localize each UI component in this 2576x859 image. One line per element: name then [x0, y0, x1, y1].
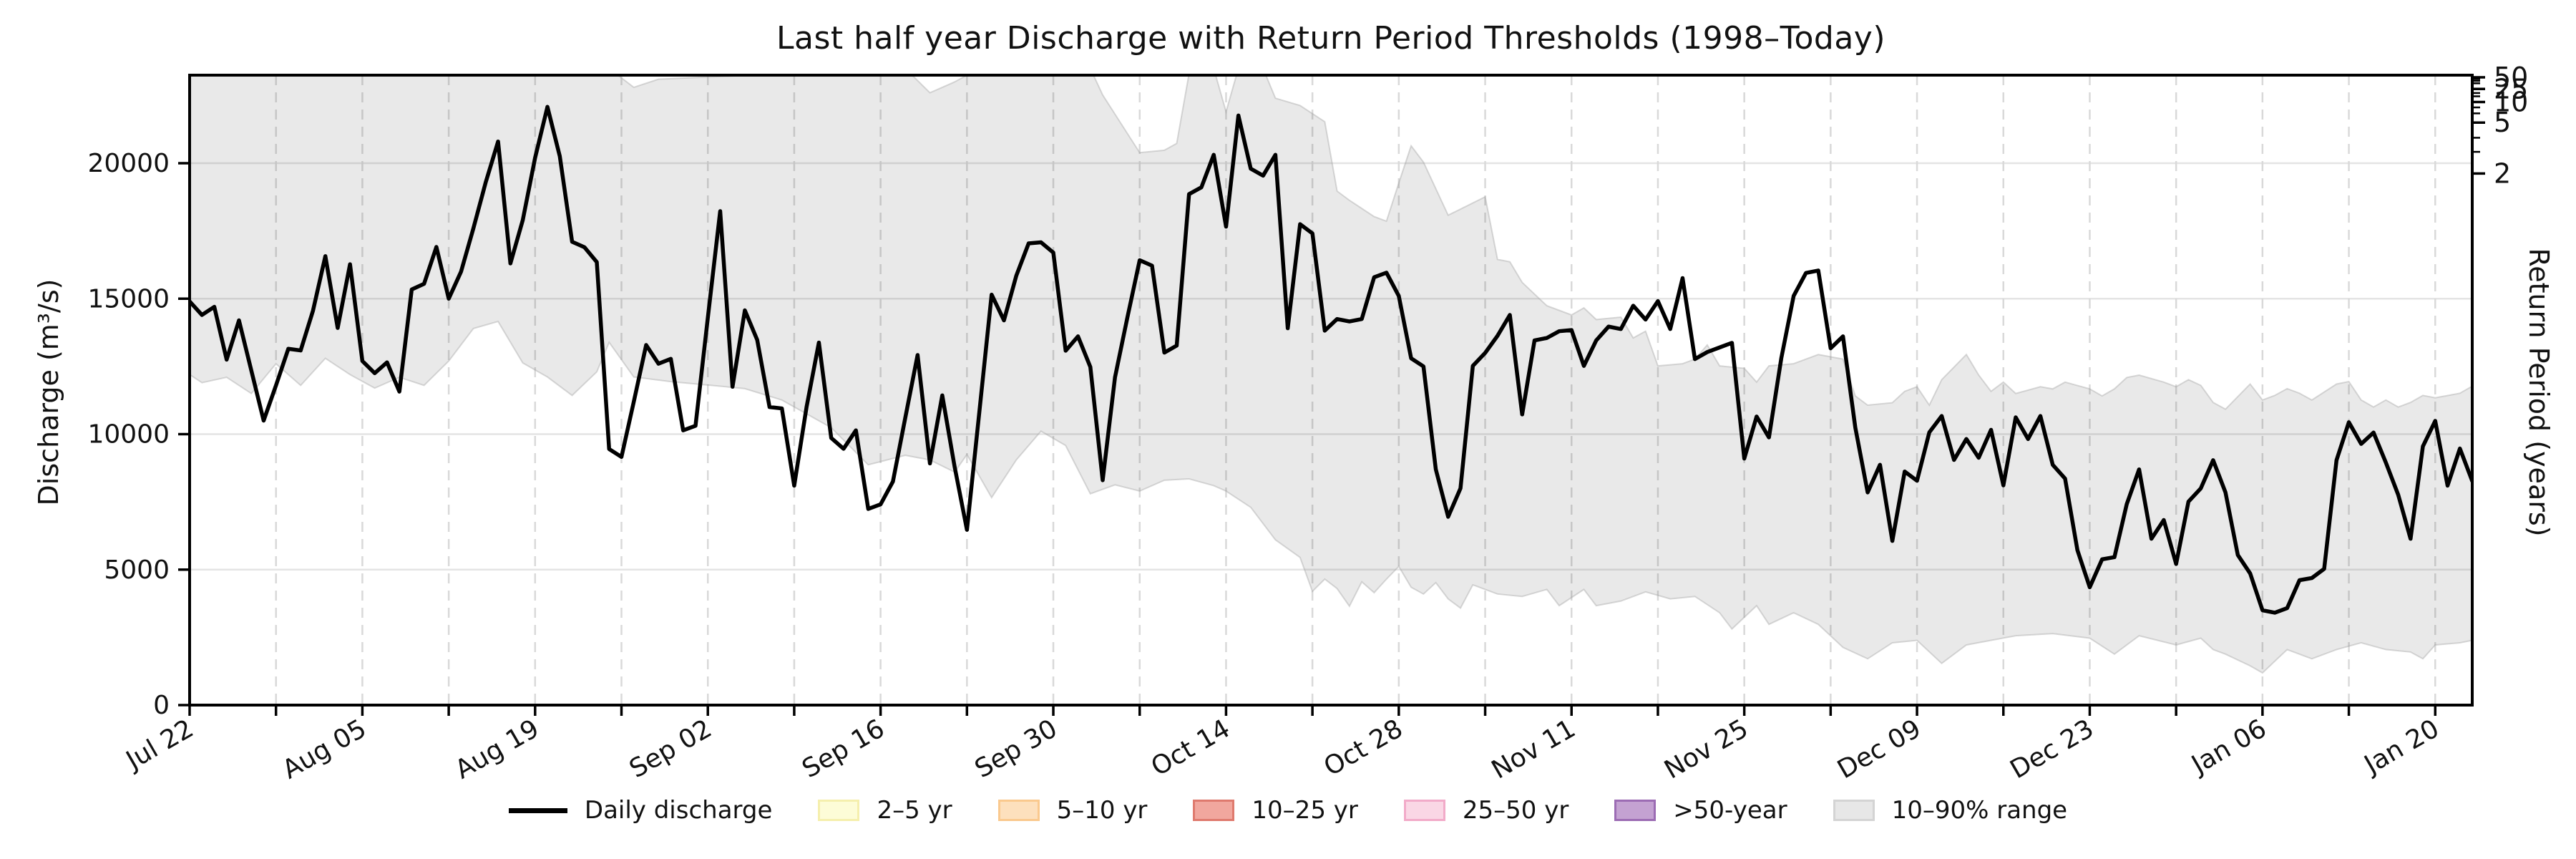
daily-discharge-line — [190, 105, 2472, 615]
legend-label: 2–5 yr — [877, 796, 952, 825]
legend-label: 10–90% range — [1891, 796, 2068, 825]
legend-label: >50-year — [1673, 796, 1787, 825]
x-tick-label: Nov 11 — [1487, 714, 1581, 785]
over-50yr-patch-swatch — [1614, 800, 1657, 821]
x-tick-label: Sep 30 — [970, 714, 1063, 784]
x-tick-label: Jul 22 — [120, 714, 198, 776]
legend-label: 5–10 yr — [1056, 796, 1148, 825]
legend-item-over-50yr: >50-year — [1614, 796, 1787, 825]
legend-item-5-10yr: 5–10 yr — [997, 796, 1148, 825]
x-tick-label: Dec 09 — [1833, 714, 1926, 785]
y-tick-label: 0 — [153, 691, 170, 720]
return-period-tick-label: 2 — [2494, 157, 2511, 189]
band-10-90 — [190, 75, 2472, 674]
y-tick-label: 20000 — [87, 149, 170, 178]
y-axis-label-return-period: Return Period (years) — [2523, 248, 2555, 537]
x-tick-label: Dec 23 — [2006, 714, 2099, 785]
legend-item-25-50yr: 25–50 yr — [1403, 796, 1569, 825]
10-25yr-patch-swatch — [1193, 800, 1235, 821]
y-tick-label: 5000 — [104, 555, 170, 585]
return-period-tick-label: 5 — [2494, 107, 2511, 138]
x-tick-label: Aug 05 — [278, 714, 371, 785]
legend-label: Daily discharge — [584, 796, 773, 825]
y-gridlines — [190, 162, 2472, 571]
x-tick-label: Jan 06 — [2185, 714, 2271, 780]
5-10yr-patch-swatch — [997, 800, 1040, 821]
x-tick-label: Aug 19 — [450, 714, 544, 785]
legend-item-daily-discharge: Daily discharge — [508, 796, 773, 825]
x-tick-label: Sep 16 — [797, 714, 889, 784]
y-tick-label: 10000 — [87, 420, 170, 450]
page-title: Last half year Discharge with Return Per… — [776, 20, 1886, 57]
return-period-tick-label: 25 — [2494, 73, 2528, 105]
legend-item-10-90-range: 10–90% range — [1833, 796, 2068, 825]
x-tick-label: Oct 28 — [1319, 714, 1407, 782]
y-axis-label-discharge: Discharge (m³/s) — [33, 278, 64, 506]
10-90-range-patch-swatch — [1833, 800, 1875, 821]
legend-item-2-5yr: 2–5 yr — [818, 796, 952, 825]
daily-discharge-line-swatch — [508, 807, 567, 813]
legend-item-10-25yr: 10–25 yr — [1193, 796, 1358, 825]
return-period-tick-label: 50 — [2494, 62, 2528, 93]
x-tick-label: Nov 25 — [1659, 714, 1753, 785]
legend: Daily discharge 2–5 yr 5–10 yr 10–25 yr … — [0, 796, 2576, 825]
x-tick-label: Sep 02 — [625, 714, 717, 784]
x-axis: Jul 22 Aug 05 Aug 19 Sep 02 Sep 16 Sep 30 Oct … — [120, 705, 2444, 785]
legend-label: 25–50 yr — [1462, 796, 1569, 825]
plot-spines — [188, 74, 2474, 707]
25-50yr-patch-swatch — [1403, 800, 1445, 821]
x-tick-label: Jan 20 — [2358, 714, 2444, 780]
y-axis-left: 0 5000 10000 15000 20000 — [87, 149, 190, 720]
y-tick-label: 15000 — [87, 284, 170, 314]
legend-label: 10–25 yr — [1252, 796, 1358, 825]
x-gridlines — [188, 75, 2436, 705]
return-period-tick-label: 10 — [2494, 86, 2528, 117]
x-tick-label: Oct 14 — [1146, 714, 1235, 782]
2-5yr-patch-swatch — [818, 800, 860, 821]
